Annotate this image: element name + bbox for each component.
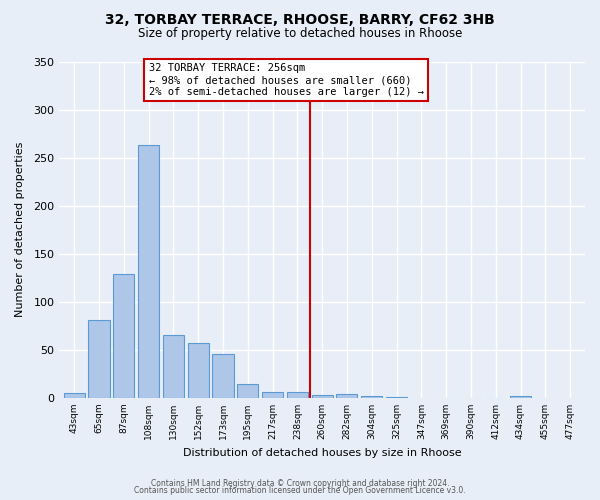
Bar: [337, 394, 358, 398]
Bar: [262, 392, 283, 398]
Bar: [163, 336, 184, 398]
Bar: [88, 320, 110, 398]
Y-axis label: Number of detached properties: Number of detached properties: [15, 142, 25, 318]
Bar: [510, 396, 531, 398]
Bar: [138, 145, 159, 398]
Text: Contains public sector information licensed under the Open Government Licence v3: Contains public sector information licen…: [134, 486, 466, 495]
Bar: [188, 343, 209, 398]
Bar: [311, 395, 332, 398]
Bar: [113, 274, 134, 398]
Bar: [287, 392, 308, 398]
Text: 32 TORBAY TERRACE: 256sqm
← 98% of detached houses are smaller (660)
2% of semi-: 32 TORBAY TERRACE: 256sqm ← 98% of detac…: [149, 64, 424, 96]
Bar: [212, 354, 233, 398]
Text: Contains HM Land Registry data © Crown copyright and database right 2024.: Contains HM Land Registry data © Crown c…: [151, 478, 449, 488]
Bar: [64, 393, 85, 398]
Bar: [361, 396, 382, 398]
X-axis label: Distribution of detached houses by size in Rhoose: Distribution of detached houses by size …: [183, 448, 461, 458]
Bar: [237, 384, 259, 398]
Bar: [386, 397, 407, 398]
Text: Size of property relative to detached houses in Rhoose: Size of property relative to detached ho…: [138, 28, 462, 40]
Text: 32, TORBAY TERRACE, RHOOSE, BARRY, CF62 3HB: 32, TORBAY TERRACE, RHOOSE, BARRY, CF62 …: [105, 12, 495, 26]
